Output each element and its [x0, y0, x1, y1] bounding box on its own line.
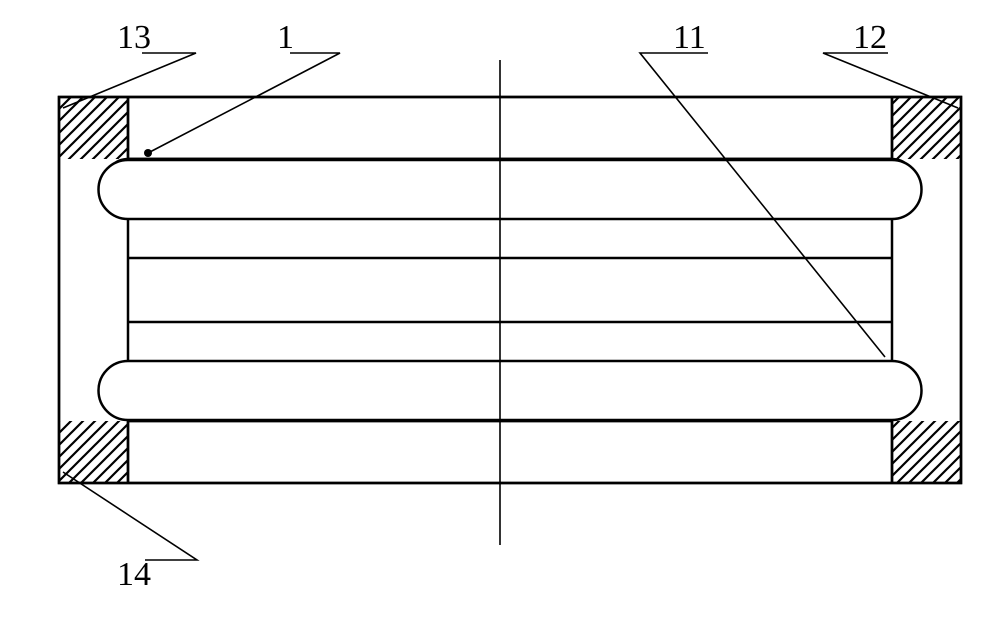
label-12: 12: [853, 19, 887, 56]
label-11: 11: [673, 19, 706, 56]
label-1: 1: [277, 19, 294, 56]
lower-lobe: [99, 361, 922, 420]
leader-13: [63, 53, 196, 108]
label-13: 13: [117, 19, 151, 56]
label-14: 14: [117, 556, 151, 593]
leader-14: [63, 472, 197, 560]
leader-1: [148, 53, 340, 153]
leader-12: [823, 53, 958, 108]
leader-dot-1: [144, 149, 152, 157]
upper-lobe: [99, 160, 922, 219]
